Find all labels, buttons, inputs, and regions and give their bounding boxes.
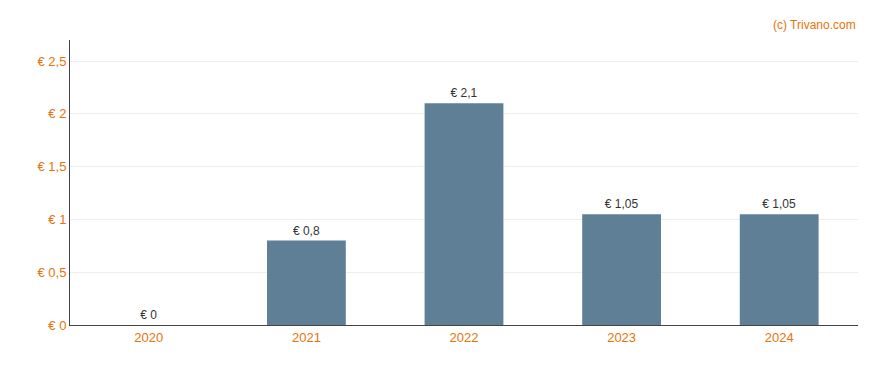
svg-text:2022: 2022 xyxy=(450,330,479,345)
svg-text:€ 1: € 1 xyxy=(48,212,66,227)
svg-text:€ 0: € 0 xyxy=(48,318,66,333)
svg-text:€ 0,8: € 0,8 xyxy=(293,224,320,238)
svg-text:2023: 2023 xyxy=(607,330,636,345)
svg-text:€ 1,05: € 1,05 xyxy=(762,197,796,211)
svg-text:€ 2: € 2 xyxy=(48,106,66,121)
svg-text:2020: 2020 xyxy=(134,330,163,345)
svg-text:€ 0,5: € 0,5 xyxy=(37,265,66,280)
svg-text:2024: 2024 xyxy=(765,330,794,345)
svg-text:€ 1,5: € 1,5 xyxy=(37,159,66,174)
svg-text:2021: 2021 xyxy=(292,330,321,345)
svg-text:€ 1,05: € 1,05 xyxy=(605,197,639,211)
svg-text:€ 2,5: € 2,5 xyxy=(37,54,66,69)
svg-text:€ 2,1: € 2,1 xyxy=(450,86,477,100)
svg-text:(c) Trivano.com: (c) Trivano.com xyxy=(773,18,856,32)
svg-text:€ 0: € 0 xyxy=(140,308,157,322)
